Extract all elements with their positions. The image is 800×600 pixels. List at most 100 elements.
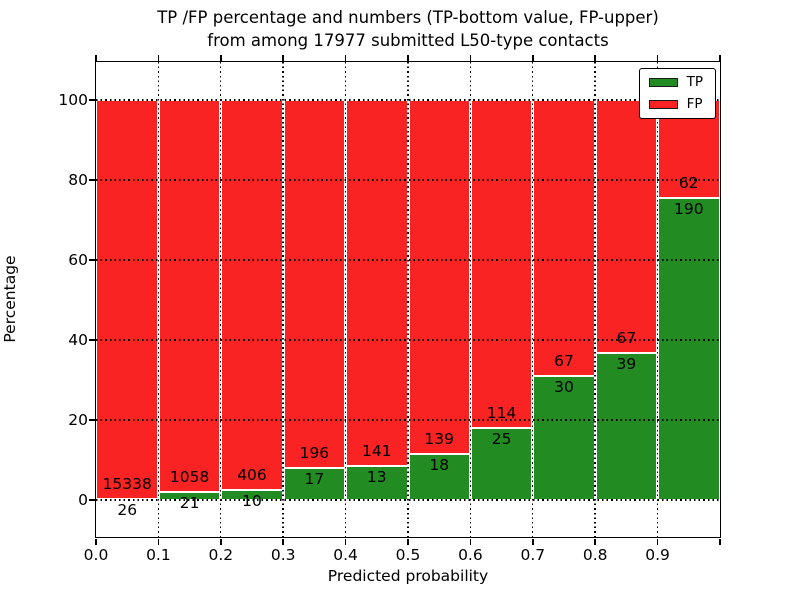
tp-count-label: 10 bbox=[242, 492, 262, 511]
x-tick-bottom bbox=[95, 538, 97, 545]
x-tick-label: 0.0 bbox=[83, 546, 109, 564]
vertical-gridline-dots bbox=[282, 62, 284, 537]
tp-count-label: 25 bbox=[491, 430, 512, 449]
x-tick-label: 0.8 bbox=[582, 546, 608, 564]
legend-row-tp: TP bbox=[648, 74, 703, 90]
fp-count-label: 1058 bbox=[169, 468, 210, 487]
x-tick-top bbox=[407, 54, 409, 61]
x-tick-label: 0.4 bbox=[333, 546, 358, 564]
y-tick-left bbox=[88, 419, 95, 421]
x-tick-bottom bbox=[220, 538, 222, 545]
plot-canvas: 15338 26 1058 21 406 10 196 17 141 13 139 18 114 25 67… bbox=[96, 62, 720, 537]
x-tick-label: 0.3 bbox=[270, 546, 296, 564]
chart-title-line-2: from among 17977 submitted L50-type cont… bbox=[207, 31, 609, 50]
fp-count-label: 114 bbox=[486, 404, 517, 423]
tp-count-label: 21 bbox=[179, 494, 200, 513]
x-tick-label: 0.6 bbox=[458, 546, 483, 564]
y-tick-left bbox=[88, 259, 95, 261]
horizontal-gridline bbox=[96, 499, 720, 501]
vertical-gridline bbox=[656, 62, 660, 537]
x-axis-label: Predicted probability bbox=[327, 567, 489, 585]
tp-color-swatch bbox=[648, 78, 678, 87]
legend-row-fp: FP bbox=[648, 96, 703, 112]
vertical-gridline bbox=[344, 62, 348, 537]
tp-count-label: 18 bbox=[429, 456, 450, 475]
bar-segment-fp bbox=[532, 100, 596, 377]
vertical-gridline bbox=[406, 62, 410, 537]
x-tick-top bbox=[157, 54, 160, 61]
x-tick-label: 0.7 bbox=[520, 546, 546, 564]
x-tick-bottom bbox=[344, 538, 347, 545]
fp-count-label: 139 bbox=[424, 430, 454, 449]
x-tick-bottom bbox=[157, 538, 160, 545]
x-tick-bottom bbox=[719, 538, 721, 545]
bar-segment-tp bbox=[595, 352, 658, 500]
bar-segment-tp bbox=[657, 198, 720, 500]
horizontal-gridline bbox=[96, 99, 720, 101]
x-tick-bottom bbox=[656, 538, 659, 545]
y-tick-label: 100 bbox=[58, 91, 88, 109]
horizontal-gridline bbox=[96, 419, 720, 421]
x-tick-top bbox=[469, 54, 472, 61]
vertical-gridline-dots bbox=[656, 62, 659, 537]
x-tick-label: 0.9 bbox=[645, 546, 670, 564]
tp-count-label: 13 bbox=[366, 468, 387, 487]
vertical-gridline-dots bbox=[532, 62, 534, 537]
bar-segment-fp bbox=[283, 100, 346, 469]
y-tick-label: 60 bbox=[68, 251, 88, 269]
tp-count-label: 190 bbox=[673, 200, 704, 219]
vertical-gridline bbox=[219, 62, 223, 537]
legend: TP FP bbox=[638, 68, 716, 119]
x-tick-top bbox=[95, 54, 97, 61]
bar-segment-fp bbox=[470, 100, 533, 429]
vertical-gridline bbox=[281, 62, 285, 537]
x-tick-bottom bbox=[469, 538, 472, 545]
tp-count-label: 26 bbox=[117, 501, 138, 520]
fp-count-label: 141 bbox=[361, 442, 392, 461]
vertical-gridline bbox=[531, 62, 535, 537]
x-tick-label: 0.5 bbox=[395, 546, 421, 564]
bar-segment-fp bbox=[408, 100, 471, 455]
x-tick-bottom bbox=[282, 538, 284, 545]
y-axis-label: Percentage bbox=[1, 255, 19, 343]
vertical-gridline-dots bbox=[220, 62, 222, 537]
bar-segment-fp bbox=[96, 100, 159, 500]
x-tick-top bbox=[344, 54, 347, 61]
x-tick-bottom bbox=[594, 538, 596, 545]
vertical-gridline-dots bbox=[469, 62, 472, 537]
fp-color-swatch bbox=[648, 100, 678, 109]
vertical-gridline bbox=[468, 62, 472, 537]
fp-count-label: 67 bbox=[554, 352, 574, 371]
legend-label-fp: FP bbox=[686, 96, 703, 112]
horizontal-gridline bbox=[96, 179, 720, 181]
x-tick-top bbox=[656, 54, 659, 61]
bar-segment-fp bbox=[595, 100, 658, 353]
x-tick-top bbox=[220, 54, 222, 61]
x-tick-label: 0.1 bbox=[146, 546, 171, 564]
x-tick-top bbox=[532, 54, 534, 61]
bar-segment-fp bbox=[158, 100, 221, 493]
y-tick-label: 20 bbox=[68, 411, 88, 429]
plot-area: 15338 26 1058 21 406 10 196 17 141 13 139 18 114 25 67… bbox=[95, 61, 721, 538]
y-tick-left bbox=[88, 339, 95, 341]
y-tick-label: 40 bbox=[68, 331, 88, 349]
x-tick-top bbox=[282, 54, 284, 61]
y-tick-label: 80 bbox=[68, 171, 88, 189]
y-tick-left bbox=[88, 99, 95, 101]
legend-label-tp: TP bbox=[686, 74, 703, 90]
tp-count-label: 17 bbox=[304, 470, 325, 489]
horizontal-gridline bbox=[96, 259, 720, 261]
x-tick-bottom bbox=[407, 538, 409, 545]
fp-count-label: 62 bbox=[678, 174, 699, 193]
x-tick-label: 0.2 bbox=[208, 546, 234, 564]
fp-count-label: 67 bbox=[616, 328, 637, 347]
fp-count-label: 196 bbox=[299, 444, 330, 463]
y-tick-left bbox=[88, 179, 95, 181]
y-tick-left bbox=[88, 499, 95, 501]
chart-title-line-1: TP /FP percentage and numbers (TP-bottom… bbox=[157, 8, 659, 27]
vertical-gridline bbox=[593, 62, 597, 537]
y-tick-label: 0 bbox=[78, 491, 88, 509]
tp-count-label: 39 bbox=[616, 354, 637, 373]
bar-segment-fp bbox=[345, 100, 408, 467]
